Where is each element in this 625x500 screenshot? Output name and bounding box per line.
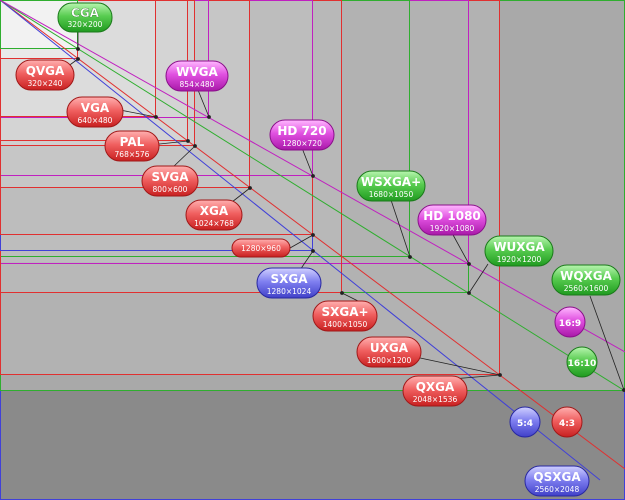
label-sxga-size: 1280×1024: [267, 287, 312, 296]
ratio-16-10: 16:10: [566, 346, 598, 378]
label-uxga-size: 1600×1200: [367, 356, 412, 365]
label-qvga-name: QVGA: [26, 64, 65, 78]
label-cga-size: 320×200: [68, 20, 103, 29]
label-sxgaplus-name: SXGA+: [321, 305, 368, 319]
label-r1280x960: 1280×960: [231, 238, 291, 258]
resolution-labels: CGA 320×200 QVGA 320×240 WVGA 854×480 VG…: [15, 2, 621, 497]
label-uxga: UXGA 1600×1200: [356, 336, 422, 368]
label-pal: PAL 768×576: [104, 130, 160, 162]
label-qxga: QXGA 2048×1536: [402, 375, 468, 407]
label-qsxga-name: QSXGA: [533, 470, 581, 484]
diagonal-16-10: [0, 0, 625, 392]
label-xga-name: XGA: [200, 204, 229, 218]
label-svga: SVGA 800×600: [141, 165, 199, 197]
label-vga-size: 640×480: [78, 116, 113, 125]
label-wvga: WVGA 854×480: [165, 60, 229, 92]
ratio-16-10-label: 16:10: [568, 359, 597, 369]
label-vga-name: VGA: [81, 101, 110, 115]
label-wuxga-name: WUXGA: [493, 240, 545, 254]
label-xga-size: 1024×768: [194, 219, 234, 228]
label-qxga-size: 2048×1536: [413, 395, 458, 404]
leader-svga: [171, 145, 196, 169]
label-sxgaplus: SXGA+ 1400×1050: [312, 300, 378, 332]
leader-wuxga: [468, 263, 489, 294]
label-uxga-name: UXGA: [370, 341, 409, 355]
leader-lines: [59, 30, 625, 392]
label-qvga-size: 320×240: [28, 79, 63, 88]
ratio-16-9-label: 16:9: [559, 319, 581, 329]
leader-wqxga: [589, 295, 625, 391]
leader-hd720: [301, 147, 314, 177]
label-hd720-name: HD 720: [277, 124, 326, 138]
label-cga-name: CGA: [71, 6, 100, 20]
leader-vga: [119, 109, 157, 118]
ratio-5-4-label: 5:4: [517, 419, 533, 429]
label-svga-size: 800×600: [153, 185, 188, 194]
label-qsxga: QSXGA 2560×2048: [524, 465, 590, 497]
ratio-4-3-label: 4:3: [559, 419, 575, 429]
label-xga: XGA 1024×768: [185, 199, 243, 231]
diagonal-5-4: [0, 0, 601, 481]
label-hd720: HD 720 1280×720: [269, 119, 335, 151]
leader-xga: [231, 187, 251, 203]
label-cga: CGA 320×200: [57, 2, 113, 33]
label-qsxga-size: 2560×2048: [535, 485, 580, 494]
leader-wsxgaplus: [390, 199, 411, 258]
leader-sxga: [299, 250, 314, 271]
ratio-labels: 16:9 16:10 5:4 4:3: [509, 306, 598, 438]
label-vga: VGA 640×480: [66, 96, 124, 128]
label-wuxga: WUXGA 1920×1200: [484, 235, 554, 267]
leader-r1280x960: [289, 234, 314, 249]
ratio-4-3: 4:3: [551, 406, 583, 438]
ratio-16-9: 16:9: [554, 306, 586, 338]
label-sxga-name: SXGA: [270, 272, 308, 286]
label-r1280x960-size: 1280×960: [241, 244, 281, 253]
label-wqxga-name: WQXGA: [560, 269, 613, 283]
label-wsxgaplus: WSXGA+ 1680×1050: [356, 170, 426, 202]
label-pal-size: 768×576: [115, 150, 150, 159]
label-hd720-size: 1280×720: [282, 139, 322, 148]
label-sxga: SXGA 1280×1024: [256, 267, 322, 299]
label-sxgaplus-size: 1400×1050: [323, 320, 368, 329]
ratio-5-4: 5:4: [509, 406, 541, 438]
label-wsxgaplus-name: WSXGA+: [361, 175, 421, 189]
label-wqxga-size: 2560×1600: [564, 284, 609, 293]
label-hd1080: HD 1080 1920×1080: [417, 204, 487, 236]
label-wqxga: WQXGA 2560×1600: [551, 264, 621, 296]
label-wvga-name: WVGA: [176, 65, 218, 79]
label-wuxga-size: 1920×1200: [497, 255, 542, 264]
label-svga-name: SVGA: [151, 170, 189, 184]
label-hd1080-name: HD 1080: [423, 209, 481, 223]
leader-wvga: [197, 89, 210, 118]
label-hd1080-size: 1920×1080: [430, 224, 475, 233]
label-qxga-name: QXGA: [416, 380, 455, 394]
label-wvga-size: 854×480: [180, 80, 215, 89]
label-qvga: QVGA 320×240: [15, 59, 75, 91]
label-wsxgaplus-size: 1680×1050: [369, 190, 414, 199]
label-pal-name: PAL: [120, 135, 145, 149]
leader-hd1080: [451, 232, 470, 265]
